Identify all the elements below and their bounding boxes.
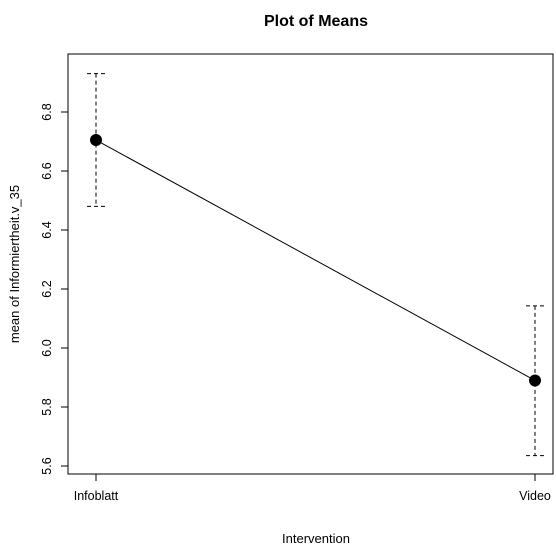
y-tick-label: 6.6 bbox=[40, 162, 54, 179]
chart-title: Plot of Means bbox=[264, 13, 368, 30]
y-axis-label: mean of Informiertheit.v_35 bbox=[7, 185, 22, 343]
y-tick-label: 6.8 bbox=[40, 103, 54, 120]
chart-marks bbox=[87, 73, 544, 457]
y-axis: 5.6 5.8 6.0 6.2 6.4 6.6 6.8 bbox=[40, 103, 69, 475]
mean-point bbox=[90, 134, 102, 147]
y-tick-label: 6.2 bbox=[40, 280, 54, 297]
x-tick-label: Infoblatt bbox=[74, 489, 119, 503]
y-tick-label: 5.6 bbox=[40, 457, 54, 474]
y-tick-label: 6.4 bbox=[40, 221, 54, 238]
x-axis: Infoblatt Video bbox=[74, 473, 551, 503]
plot-frame bbox=[67, 53, 554, 475]
y-tick-label: 6.0 bbox=[40, 339, 54, 356]
y-tick-label: 5.8 bbox=[40, 398, 54, 415]
x-axis-label: Intervention bbox=[282, 531, 350, 546]
series-line bbox=[95, 139, 536, 381]
x-tick-label: Video bbox=[519, 489, 551, 503]
mean-point bbox=[529, 374, 541, 387]
